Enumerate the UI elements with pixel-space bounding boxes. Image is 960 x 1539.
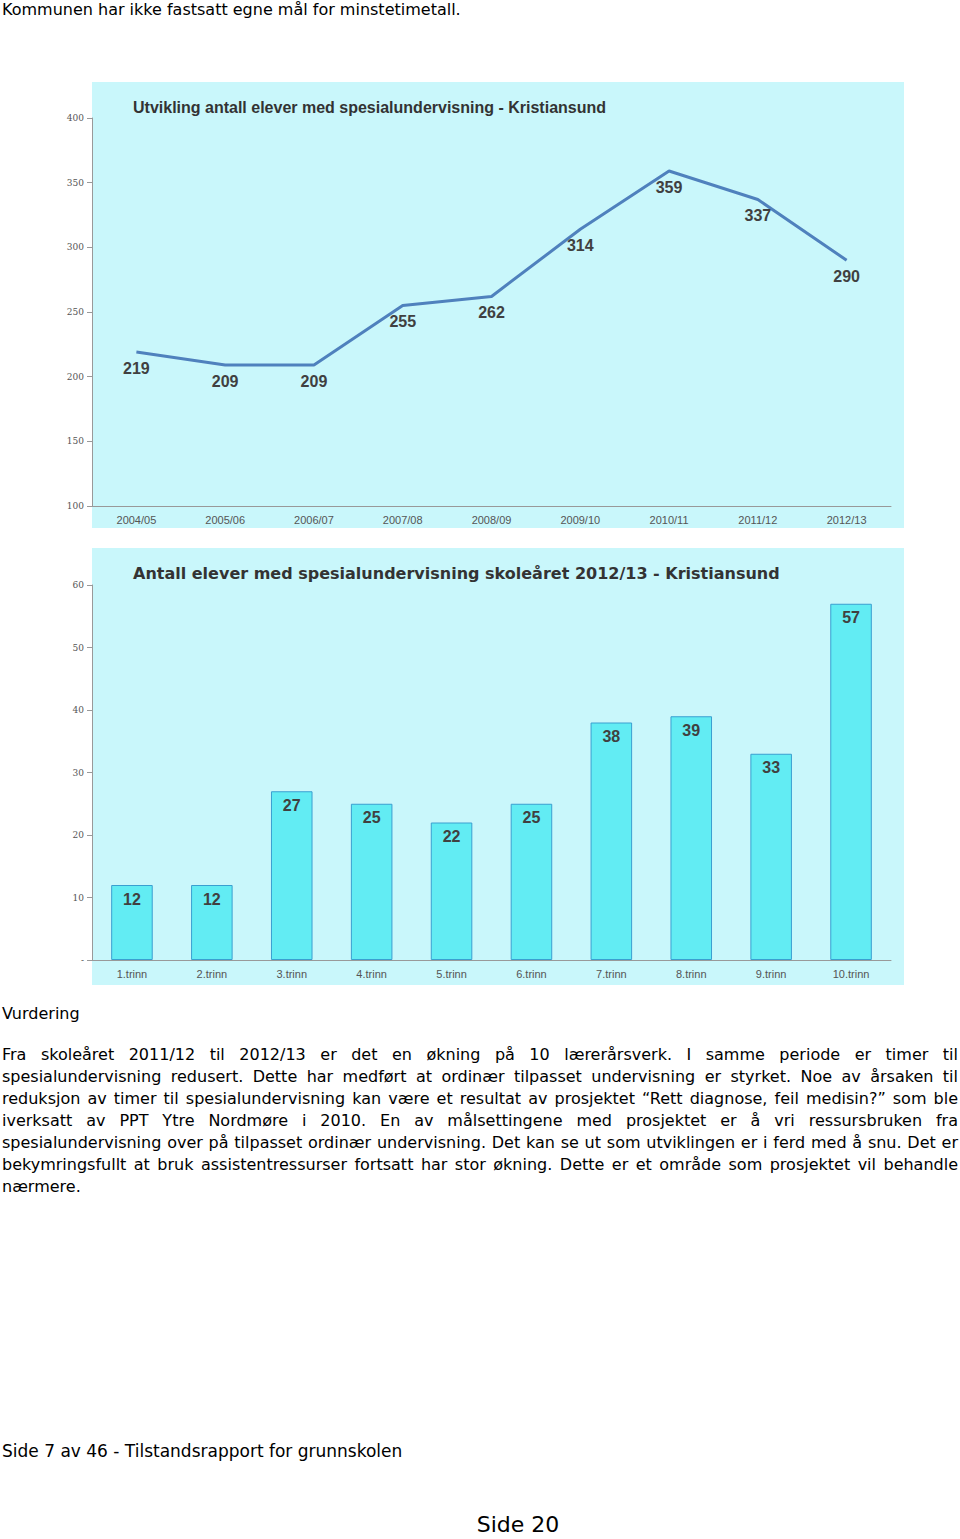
svg-text:6.trinn: 6.trinn	[516, 968, 547, 980]
svg-text:5.trinn: 5.trinn	[436, 968, 467, 980]
html-text:Fra skoleåret 2011/12 til 2012: Fra skoleåret 2011/12 til 2012/13 er det…	[2, 1045, 958, 1196]
svg-text:350: 350	[67, 178, 84, 188]
svg-text:359: 359	[656, 179, 683, 196]
svg-text:2007/08: 2007/08	[383, 514, 423, 526]
svg-text:4.trinn: 4.trinn	[356, 968, 387, 980]
svg-text:33: 33	[762, 759, 780, 776]
svg-text:2009/10: 2009/10	[560, 514, 600, 526]
svg-text:2004/05: 2004/05	[117, 514, 157, 526]
svg-text:2012/13: 2012/13	[827, 514, 867, 526]
svg-text:262: 262	[478, 304, 505, 321]
svg-text:209: 209	[301, 373, 328, 390]
svg-text:400: 400	[67, 113, 84, 123]
svg-text:9.trinn: 9.trinn	[756, 968, 787, 980]
svg-text:300: 300	[67, 242, 84, 252]
svg-text:2.trinn: 2.trinn	[197, 968, 228, 980]
svg-text:40: 40	[73, 705, 85, 715]
svg-text:8.trinn: 8.trinn	[676, 968, 707, 980]
svg-text:60: 60	[73, 580, 85, 590]
svg-text:250: 250	[67, 307, 84, 317]
svg-text:25: 25	[363, 809, 381, 826]
html-text:Vurdering: Vurdering	[2, 1004, 80, 1023]
svg-text:100: 100	[67, 501, 84, 511]
svg-text:2010/11: 2010/11	[650, 514, 689, 526]
svg-text:2008/09: 2008/09	[472, 514, 512, 526]
svg-text:2006/07: 2006/07	[294, 514, 334, 526]
svg-text:39: 39	[682, 722, 700, 739]
svg-text:10.trinn: 10.trinn	[833, 968, 870, 980]
svg-text:30: 30	[73, 768, 85, 778]
svg-text:50: 50	[73, 643, 85, 653]
svg-text:2005/06: 2005/06	[205, 514, 245, 526]
svg-text:2011/12: 2011/12	[738, 514, 777, 526]
svg-text:219: 219	[123, 360, 150, 377]
svg-text:Utvikling antall elever med sp: Utvikling antall elever med spesialunder…	[133, 99, 606, 116]
svg-text:25: 25	[523, 809, 541, 826]
svg-text:12: 12	[203, 891, 221, 908]
svg-text:12: 12	[123, 891, 141, 908]
html-text:Side 20: Side 20	[476, 1512, 560, 1537]
svg-text:150: 150	[67, 436, 84, 446]
svg-text:200: 200	[67, 372, 84, 382]
svg-text:20: 20	[73, 830, 85, 840]
svg-text:57: 57	[842, 609, 860, 626]
svg-text:3.trinn: 3.trinn	[276, 968, 307, 980]
svg-text:27: 27	[283, 797, 301, 814]
svg-text:22: 22	[443, 828, 461, 845]
svg-text:1.trinn: 1.trinn	[117, 968, 148, 980]
html-text:Kommunen har ikke fastsatt egn: Kommunen har ikke fastsatt egne mål for …	[2, 0, 461, 19]
svg-text:7.trinn: 7.trinn	[596, 968, 627, 980]
svg-text:290: 290	[833, 268, 860, 285]
svg-text:Antall elever med spesialunder: Antall elever med spesialundervisning sk…	[133, 564, 780, 583]
html-text:Side 7 av 46 - Tilstandsrappor: Side 7 av 46 - Tilstandsrapport for grun…	[2, 1441, 403, 1461]
svg-text:337: 337	[744, 207, 771, 224]
svg-text:38: 38	[602, 728, 620, 745]
svg-text:209: 209	[212, 373, 239, 390]
svg-text:255: 255	[389, 313, 416, 330]
svg-text:314: 314	[567, 237, 594, 254]
svg-text:10: 10	[73, 893, 85, 903]
svg-text:-: -	[81, 955, 84, 965]
